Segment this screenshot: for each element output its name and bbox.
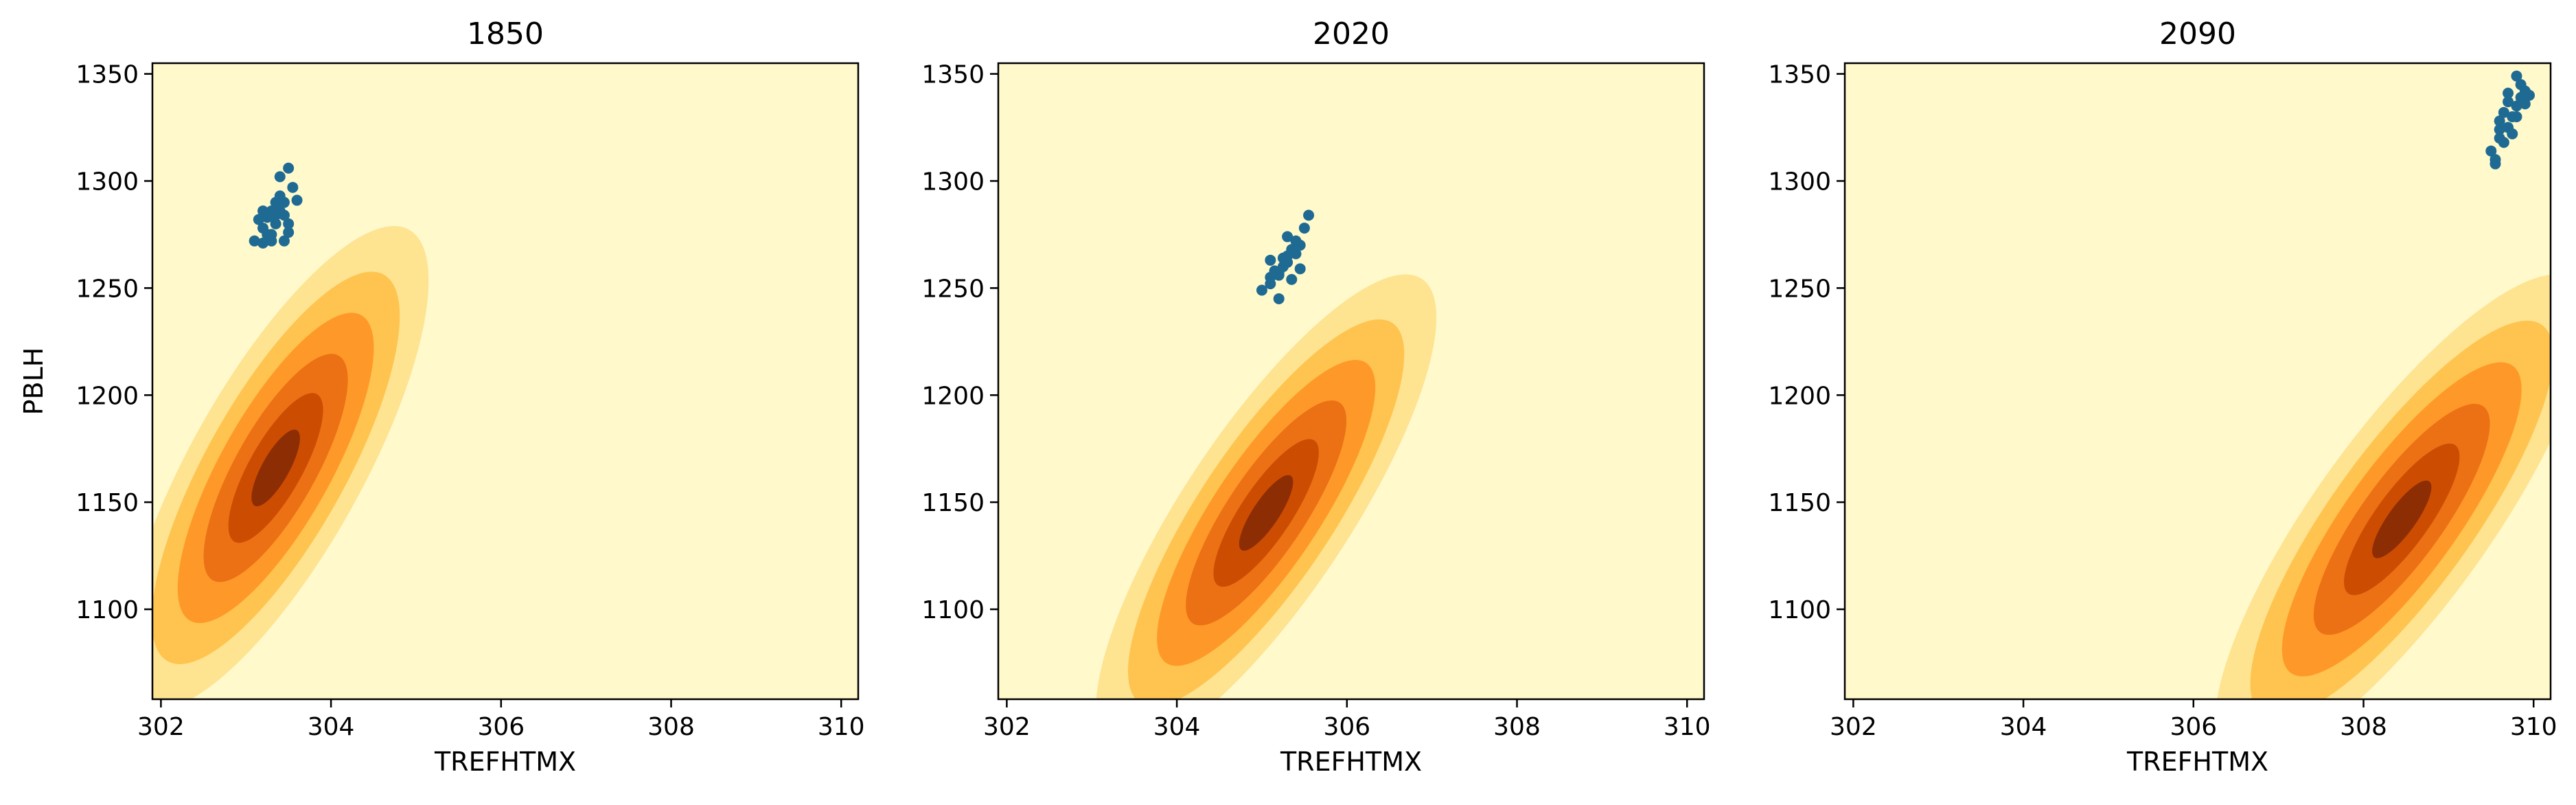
x-tick-label: 306 — [1323, 713, 1370, 741]
scatter-point — [2494, 115, 2505, 127]
scatter-point — [1303, 209, 1315, 221]
scatter-point — [2503, 87, 2514, 99]
scatter-point — [1273, 267, 1285, 279]
scatter-point — [2485, 145, 2497, 157]
y-tick-label: 1200 — [76, 382, 139, 410]
scatter-point — [1290, 248, 1302, 260]
scatter-point — [2498, 137, 2509, 148]
y-tick-label: 1300 — [921, 168, 985, 196]
scatter-point — [2498, 106, 2509, 118]
y-tick-label: 1250 — [921, 275, 985, 303]
scatter-point — [270, 209, 281, 221]
y-tick-label: 1150 — [76, 489, 139, 517]
scatter-point — [283, 227, 295, 238]
scatter-point — [1265, 271, 1276, 283]
y-tick-label: 1350 — [76, 61, 139, 89]
x-axis-label: TREFHTMX — [2126, 747, 2268, 777]
scatter-point — [1273, 293, 1285, 304]
scatter-point — [266, 235, 277, 247]
x-axis-label: TREFHTMX — [434, 747, 576, 777]
scatter-point — [270, 218, 281, 229]
y-tick-label: 1350 — [1768, 61, 1831, 89]
scatter-point — [274, 171, 286, 183]
y-tick-label: 1100 — [921, 596, 985, 624]
y-tick-label: 1150 — [1768, 489, 1831, 517]
y-tick-label: 1350 — [921, 61, 985, 89]
scatter-point — [283, 162, 295, 174]
scatter-point — [283, 218, 295, 229]
scatter-point — [253, 214, 264, 225]
scatter-point — [1294, 263, 1306, 275]
scatter-point — [2503, 96, 2514, 108]
x-tick-label: 302 — [1830, 713, 1877, 741]
y-tick-label: 1300 — [1768, 168, 1831, 196]
axes-frame — [151, 62, 860, 701]
scatter-point — [1294, 240, 1306, 251]
scatter-point — [1265, 254, 1276, 266]
chart-title: 2020 — [1313, 16, 1390, 52]
x-tick-label: 304 — [1153, 713, 1201, 741]
y-tick-label: 1150 — [921, 489, 985, 517]
scatter-series — [2485, 70, 2535, 170]
scatter-point — [2524, 89, 2535, 101]
x-tick-label: 302 — [137, 713, 185, 741]
x-tick-label: 308 — [647, 713, 695, 741]
scatter-point — [2489, 154, 2501, 166]
x-axis-label: TREFHTMX — [1280, 747, 1422, 777]
density-level-6 — [2372, 480, 2432, 558]
density-level-6 — [1239, 475, 1293, 551]
scatter-point — [2511, 111, 2522, 122]
scatter-point — [2507, 128, 2518, 139]
x-tick-label: 310 — [2510, 713, 2557, 741]
chart-panel-2090: 302 304 306 308 310 1100 1150 1200 1250 1300 1350 2… — [1768, 16, 2557, 777]
scatter-point — [1298, 223, 1310, 234]
y-tick-label: 1250 — [1768, 275, 1831, 303]
y-tick-label: 1200 — [1768, 382, 1831, 410]
x-tick-label: 302 — [983, 713, 1031, 741]
scatter-point — [1286, 273, 1298, 285]
scatter-point — [257, 205, 269, 217]
scatter-point — [2511, 100, 2522, 112]
scatter-point — [1282, 231, 1293, 242]
density-level-6 — [251, 429, 300, 507]
x-tick-label: 308 — [1493, 713, 1541, 741]
y-axis-label: PBLH — [19, 348, 49, 416]
density-contours — [2215, 274, 2551, 699]
x-tick-label: 308 — [2340, 713, 2387, 741]
chart-panel-2020: 302 304 306 308 310 1100 1150 1200 1250 1300 1350 2… — [921, 16, 1711, 777]
x-tick-label: 310 — [1664, 713, 1711, 741]
y-tick-label: 1100 — [1768, 596, 1831, 624]
x-tick-label: 306 — [2170, 713, 2217, 741]
scatter-point — [1277, 252, 1289, 264]
scatter-point — [249, 235, 260, 247]
x-tick-label: 304 — [2000, 713, 2047, 741]
density-contours — [152, 226, 429, 699]
y-tick-label: 1100 — [76, 596, 139, 624]
scatter-point — [287, 181, 299, 193]
x-tick-label: 306 — [477, 713, 525, 741]
axes-frame — [1843, 62, 2552, 701]
axes-frame — [997, 62, 1705, 701]
y-tick-label: 1300 — [76, 168, 139, 196]
scatter-series — [1256, 209, 1315, 304]
scatter-series — [249, 162, 303, 249]
scatter-point — [278, 196, 290, 208]
scatter-point — [2511, 70, 2522, 82]
scatter-point — [2519, 98, 2531, 110]
y-tick-label: 1200 — [921, 382, 985, 410]
scatter-point — [1256, 284, 1267, 296]
scatter-point — [291, 194, 303, 206]
chart-title: 2090 — [2159, 16, 2236, 52]
scatter-point — [2494, 124, 2505, 135]
chart-panel-1850: 302 304 306 308 310 1100 1150 1200 1250 1300 1350 1… — [19, 16, 865, 777]
scatter-point — [257, 237, 269, 249]
scatter-point — [2515, 79, 2527, 91]
x-tick-label: 304 — [308, 713, 355, 741]
scatter-point — [278, 235, 290, 247]
y-tick-label: 1250 — [76, 275, 139, 303]
density-contours — [1096, 274, 1437, 699]
chart-title: 1850 — [467, 16, 544, 52]
x-tick-label: 310 — [818, 713, 865, 741]
